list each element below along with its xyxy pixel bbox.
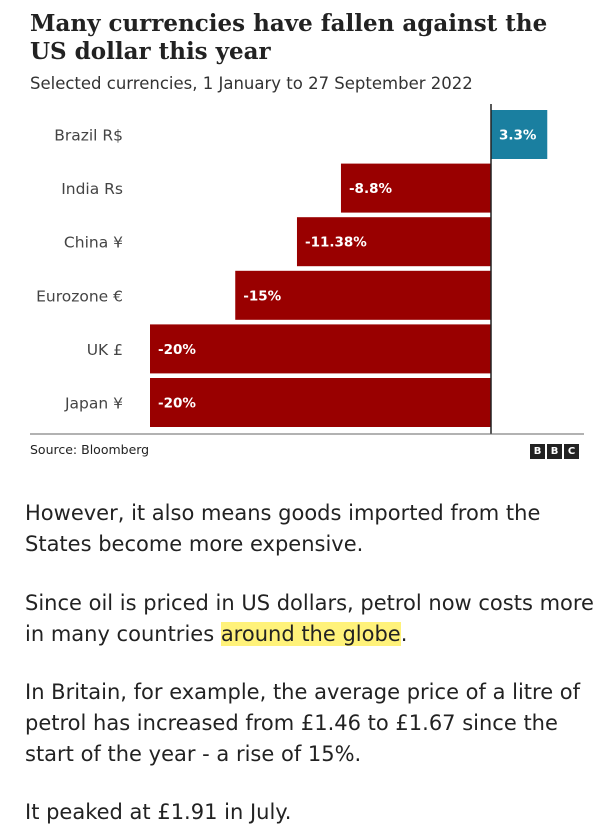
bar [491,110,548,159]
globe-link[interactable]: around the globe [220,622,401,646]
category-label: China ¥ [64,234,123,252]
data-label: -20% [158,342,196,358]
article-paragraph: In Britain, for example, the average pri… [25,680,581,766]
bbc-logo-letter: B [530,444,545,459]
chart-source: Source: Bloomberg [30,442,150,457]
data-label: -11.38% [305,235,367,251]
bbc-logo-letter: B [547,444,562,459]
article-paragraph: However, it also means goods imported fr… [25,501,541,556]
paragraph-text: . [400,622,408,646]
category-label: Eurozone € [36,287,123,305]
category-label: Brazil R$ [54,127,123,145]
bbc-logo: B B C [530,444,579,459]
article-paragraph: Since oil is priced in US dollars, petro… [25,588,595,650]
data-label: -8.8% [349,181,393,197]
article-paragraph: It peaked at £1.91 in July. [25,800,292,824]
bar [150,378,491,427]
bar [340,163,491,213]
category-label: UK £ [87,341,123,359]
bbc-logo-letter: C [564,444,579,459]
bar [150,324,491,374]
paragraph-text: Since oil is priced in US dollars, petro… [25,591,594,646]
chart-subtitle: Selected currencies, 1 January to 27 Sep… [30,74,473,93]
data-label: -20% [158,396,196,412]
chart-title: Many currencies have fallen against the … [30,10,548,65]
category-label: Japan ¥ [64,395,123,413]
data-label: -15% [243,288,281,304]
bar-chart: 3.3% Brazil R$ -8.8% India Rs -11.38% China ¥… [30,104,584,435]
bar [235,270,491,320]
category-label: India Rs [61,180,123,198]
bar [296,217,491,267]
data-label: 3.3% [499,128,537,144]
